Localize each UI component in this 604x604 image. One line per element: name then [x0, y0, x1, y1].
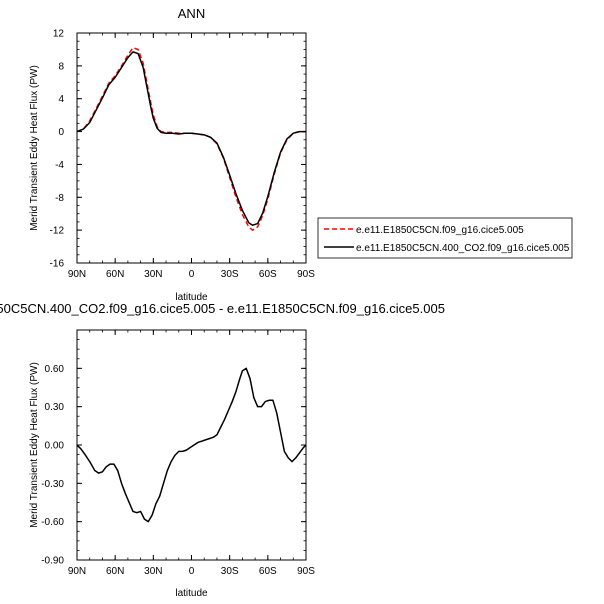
y-tick-label: -4 [55, 160, 64, 171]
series-line-0 [76, 367, 307, 523]
x-tick-label: 30S [221, 566, 239, 577]
axis-ticks: 90N 60N 30N 0 30S 60S 90S 12 8 4 0 -4 -8 -12 -16 [50, 29, 316, 281]
y-tick-label: -8 [55, 193, 64, 204]
x-tick-label: 90S [297, 566, 315, 577]
x-tick-label: 30S [221, 269, 239, 280]
y-tick-label: -0.90 [41, 556, 64, 567]
x-tick-label: 0 [189, 269, 195, 280]
series-group [76, 47, 306, 231]
axis-ticks: 90N 60N 30N 0 30S 60S 90S 0.60 0.30 0.00 -0.30 -0.6… [41, 329, 315, 577]
x-tick-label: 90S [297, 269, 315, 280]
y-tick-label: -0.60 [41, 517, 64, 528]
chart-title: e.e11.E1850C5CN.400_CO2.f09_g16.cice5.00… [0, 301, 445, 316]
x-tick-label: 60N [106, 566, 124, 577]
legend-entry-control: e.e11.E1850C5CN.f09_g16.cice5.005 [356, 225, 524, 236]
x-tick-label: 60N [106, 269, 124, 280]
series-line-1 [76, 51, 306, 226]
y-axis-label: Merid Transient Eddy Heat Flux (PW) [29, 362, 40, 528]
chart-panel-bottom: e.e11.E1850C5CN.400_CO2.f09_g16.cice5.00… [0, 301, 445, 599]
legend: e.e11.E1850C5CN.f09_g16.cice5.005 e.e11.… [317, 217, 573, 259]
y-tick-label: -16 [50, 259, 65, 270]
plot-frame [76, 32, 307, 264]
series-line-0 [76, 47, 306, 231]
x-tick-label: 30N [144, 269, 162, 280]
y-tick-label: -0.30 [41, 479, 64, 490]
x-tick-label: 0 [189, 566, 195, 577]
x-axis-label: latitude [175, 588, 208, 599]
y-tick-label: 0.00 [45, 441, 65, 452]
y-tick-label: 4 [58, 94, 64, 105]
x-tick-label: 60S [259, 566, 277, 577]
plot-frame [76, 329, 307, 561]
x-tick-label: 90N [68, 566, 86, 577]
y-tick-label: -12 [50, 226, 65, 237]
x-tick-label: 60S [259, 269, 277, 280]
y-tick-label: 0.30 [45, 402, 65, 413]
y-axis-label: Merid Transient Eddy Heat Flux (PW) [29, 65, 40, 231]
legend-entry-co2: e.e11.E1850C5CN.400_CO2.f09_g16.cice5.00… [356, 243, 570, 254]
x-tick-label: 90N [68, 269, 86, 280]
x-tick-label: 30N [144, 566, 162, 577]
legend-box [317, 217, 573, 259]
y-tick-label: 0 [58, 127, 64, 138]
y-tick-label: 12 [53, 29, 65, 40]
y-tick-label: 0.60 [45, 364, 65, 375]
chart-title: ANN [178, 6, 205, 21]
x-axis-label: latitude [175, 292, 208, 303]
y-tick-label: 8 [58, 61, 64, 72]
series-group [76, 367, 307, 523]
chart-panel-top: ANN 90N 60N 30N 0 30S 60S 90S 12 8 4 0 -4 -8 -12 -16 l… [29, 6, 315, 303]
